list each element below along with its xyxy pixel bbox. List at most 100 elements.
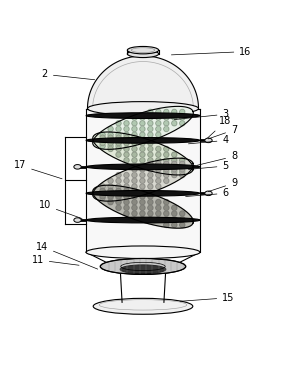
Circle shape — [164, 126, 169, 131]
Circle shape — [172, 121, 177, 126]
Circle shape — [180, 211, 185, 216]
Text: 2: 2 — [42, 69, 95, 80]
Circle shape — [116, 121, 121, 126]
Circle shape — [108, 146, 113, 151]
Circle shape — [108, 195, 113, 200]
Circle shape — [108, 141, 113, 146]
Circle shape — [100, 188, 105, 193]
Circle shape — [180, 222, 185, 227]
Circle shape — [156, 173, 161, 178]
Circle shape — [148, 173, 153, 178]
Circle shape — [156, 126, 161, 131]
Circle shape — [132, 135, 137, 140]
Circle shape — [156, 184, 161, 189]
Circle shape — [116, 126, 121, 131]
Circle shape — [164, 211, 169, 216]
Circle shape — [172, 169, 177, 174]
Circle shape — [108, 178, 113, 183]
Circle shape — [164, 121, 169, 126]
Circle shape — [116, 178, 121, 183]
Circle shape — [140, 173, 145, 178]
Circle shape — [148, 161, 153, 166]
Circle shape — [140, 217, 145, 222]
Circle shape — [100, 132, 105, 137]
Text: 5: 5 — [188, 161, 229, 171]
Circle shape — [132, 184, 137, 189]
Circle shape — [148, 194, 153, 199]
Circle shape — [180, 167, 185, 172]
Circle shape — [164, 110, 169, 115]
Circle shape — [100, 135, 105, 140]
Circle shape — [116, 194, 121, 199]
Circle shape — [156, 158, 161, 163]
Circle shape — [156, 152, 161, 157]
Text: 15: 15 — [180, 293, 235, 303]
Text: 6: 6 — [186, 188, 229, 198]
Circle shape — [156, 110, 161, 115]
Circle shape — [124, 184, 129, 189]
Circle shape — [100, 138, 105, 143]
Polygon shape — [88, 56, 198, 108]
Circle shape — [180, 121, 185, 126]
Circle shape — [124, 126, 129, 131]
Circle shape — [172, 161, 177, 166]
Circle shape — [164, 161, 169, 166]
Circle shape — [116, 205, 121, 210]
Circle shape — [132, 121, 137, 126]
Circle shape — [148, 121, 153, 126]
Circle shape — [172, 205, 177, 210]
Circle shape — [124, 146, 129, 151]
Circle shape — [132, 211, 137, 216]
Ellipse shape — [86, 164, 200, 170]
Circle shape — [156, 161, 161, 166]
Circle shape — [140, 178, 145, 183]
Ellipse shape — [88, 101, 198, 115]
Circle shape — [172, 217, 177, 222]
Circle shape — [100, 143, 105, 149]
Circle shape — [164, 146, 169, 151]
Circle shape — [124, 135, 129, 140]
Circle shape — [156, 178, 161, 183]
Circle shape — [140, 126, 145, 131]
Circle shape — [132, 152, 137, 157]
Circle shape — [140, 184, 145, 189]
Ellipse shape — [86, 217, 200, 223]
Circle shape — [100, 189, 105, 195]
Circle shape — [108, 138, 113, 143]
Circle shape — [148, 184, 153, 189]
Ellipse shape — [86, 138, 200, 143]
Circle shape — [140, 205, 145, 210]
Circle shape — [108, 200, 113, 205]
Circle shape — [140, 189, 145, 195]
Circle shape — [180, 158, 185, 163]
Circle shape — [116, 146, 121, 151]
Circle shape — [140, 164, 145, 169]
Circle shape — [116, 200, 121, 205]
Circle shape — [148, 146, 153, 151]
Circle shape — [124, 158, 129, 163]
Circle shape — [132, 132, 137, 137]
Circle shape — [100, 184, 105, 189]
Circle shape — [108, 184, 113, 189]
Ellipse shape — [74, 218, 81, 222]
Circle shape — [132, 173, 137, 178]
Circle shape — [172, 164, 177, 169]
Circle shape — [100, 141, 105, 146]
Ellipse shape — [127, 50, 159, 58]
Circle shape — [148, 211, 153, 216]
Circle shape — [172, 211, 177, 216]
Ellipse shape — [86, 246, 200, 258]
Text: 16: 16 — [171, 47, 252, 57]
Text: 7: 7 — [208, 125, 237, 139]
Circle shape — [156, 217, 161, 222]
Circle shape — [124, 194, 129, 199]
Circle shape — [164, 167, 169, 172]
Text: 3: 3 — [174, 109, 229, 120]
Circle shape — [164, 152, 169, 157]
Circle shape — [140, 146, 145, 151]
Circle shape — [124, 211, 129, 216]
Circle shape — [108, 126, 113, 131]
Circle shape — [140, 132, 145, 137]
Circle shape — [164, 217, 169, 222]
Circle shape — [148, 217, 153, 222]
